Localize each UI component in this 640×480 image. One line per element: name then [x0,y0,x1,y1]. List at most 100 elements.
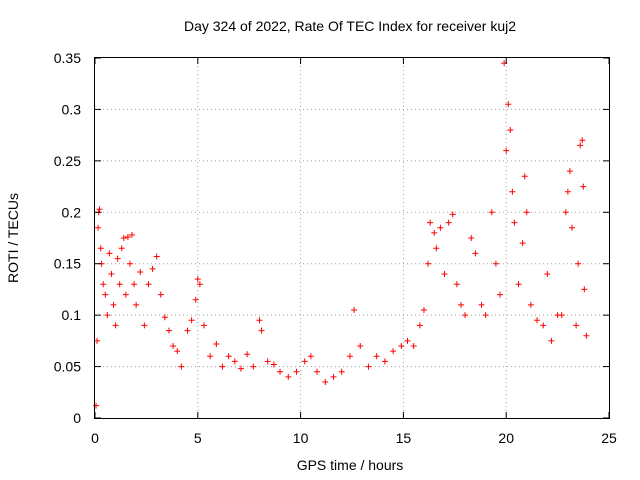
data-point [141,322,148,329]
data-point [468,235,475,241]
data-point [523,209,530,216]
data-point [540,322,547,329]
y-tick-label: 0.3 [62,101,82,117]
data-point [583,332,590,339]
data-point [153,253,160,260]
data-point [390,348,397,355]
data-point [330,373,337,380]
data-point [196,281,203,288]
x-tick-label: 5 [194,430,202,446]
data-point [507,127,514,133]
plot-frame [94,57,610,419]
data-point [497,291,504,298]
data-point [244,351,251,358]
data-point [558,312,565,319]
data-point [457,301,464,308]
data-point [482,312,489,319]
data-point [110,301,117,308]
y-tick-label: 0.1 [62,307,82,323]
data-point [108,271,115,277]
x-axis-label: GPS time / hours [297,457,404,473]
data-point [293,368,300,375]
data-point [420,307,427,313]
y-tick-label: 0.35 [54,50,81,66]
data-point [124,233,131,240]
data-point [207,353,214,360]
data-point [433,245,440,252]
data-point [285,373,292,380]
y-tick-label: 0 [73,410,81,426]
data-point [122,291,129,298]
x-axis: 0 5 10 15 20 25 [91,58,617,446]
data-point [97,245,104,252]
data-point [237,365,244,372]
data-point [581,286,588,293]
data-point [437,224,444,231]
data-point [579,137,586,144]
data-point [568,224,575,231]
data-point [314,368,321,375]
data-point [488,209,495,216]
data-point [178,363,185,370]
data-point [338,368,345,375]
data-point [129,231,136,238]
y-tick-label: 0.2 [62,204,82,220]
data-point [250,363,257,370]
data-point [118,245,125,252]
data-point [157,291,164,298]
data-point [133,301,140,308]
y-tick-label: 0.15 [54,256,81,272]
data-point [137,268,144,275]
y-axis-label: ROTI / TECUs [5,193,21,283]
data-point [96,206,103,213]
data-point [170,343,177,349]
data-point [114,255,121,262]
data-point [564,188,571,195]
data-point [225,353,232,360]
x-tick-label: 20 [498,430,514,446]
data-point [194,276,201,283]
x-tick-label: 15 [396,430,412,446]
x-tick-label: 25 [601,430,617,446]
data-point [566,168,573,175]
data-point [94,337,101,344]
data-point [307,353,314,360]
data-point [381,358,388,365]
data-point [373,353,380,360]
data-point [492,260,499,267]
data-point [256,317,263,324]
data-point [509,188,516,195]
data-point [112,322,119,329]
data-point [410,343,417,349]
data-point [462,312,469,319]
data-point [166,327,173,334]
data-point [427,219,434,226]
data-points [93,60,590,409]
data-point [527,301,534,308]
data-point [453,281,460,288]
data-point [357,343,364,349]
data-point [575,260,582,267]
data-point [511,219,518,226]
data-point [184,327,191,334]
data-point [431,229,438,236]
data-point [174,348,181,355]
data-point [116,281,123,288]
data-point [145,281,152,288]
data-point [277,368,284,375]
data-point [301,358,308,365]
data-point [258,327,265,334]
data-point [534,317,541,324]
data-point [445,219,452,226]
data-point [441,271,448,277]
data-point [577,142,584,149]
data-point [521,173,528,180]
data-point [505,101,512,108]
data-point [580,183,587,190]
data-point [449,211,456,218]
x-tick-label: 10 [293,430,309,446]
data-point [264,358,271,365]
data-point [548,337,555,344]
data-point [562,209,569,216]
